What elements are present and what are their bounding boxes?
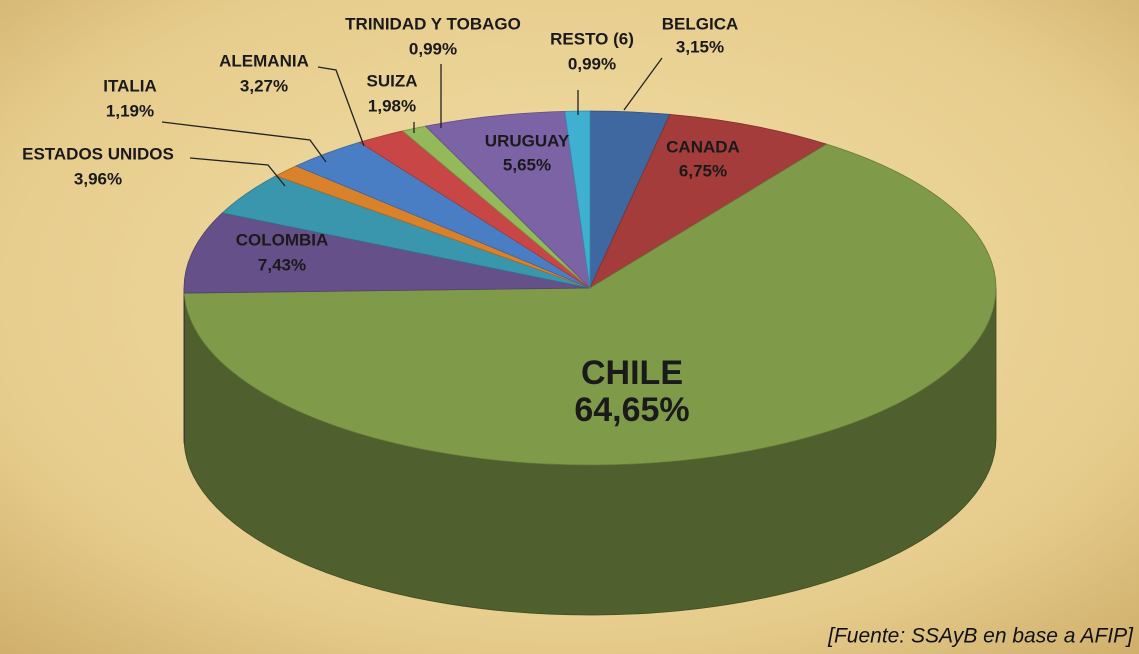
slice-value-label: 1,98% <box>368 96 416 115</box>
slice-value-label: 5,65% <box>503 155 551 174</box>
slice-value-label: 0,99% <box>568 54 616 73</box>
slice-label: BELGICA <box>662 14 739 33</box>
slice-label: ESTADOS UNIDOS <box>22 144 174 163</box>
slice-label: URUGUAY <box>485 131 570 150</box>
source-note: [Fuente: SSAyB en base a AFIP] <box>827 625 1134 648</box>
slice <box>424 110 591 290</box>
leader-line <box>317 66 365 147</box>
slice <box>183 212 591 294</box>
leader-line <box>189 157 286 187</box>
slice-label: RESTO (6) <box>550 29 634 48</box>
slice-value-label: 0,99% <box>409 39 457 58</box>
slice-value-label: 6,75% <box>679 161 727 180</box>
slice-value-label: 7,43% <box>258 255 306 274</box>
slice-label: TRINIDAD Y TOBAGO <box>345 14 521 33</box>
pie-tops <box>183 110 997 466</box>
slice-label: SUIZA <box>367 71 418 90</box>
slice-label: ITALIA <box>103 76 157 95</box>
slice-label: CHILE <box>581 354 683 392</box>
leader-line <box>161 121 327 163</box>
slice-value-label: 64,65% <box>574 391 689 429</box>
slice-label: ALEMANIA <box>219 51 309 70</box>
slice <box>183 143 997 466</box>
slice-label: COLOMBIA <box>236 230 329 249</box>
slice <box>589 114 828 290</box>
slice-label: CANADA <box>666 137 740 156</box>
slice-value-label: 3,27% <box>240 76 288 95</box>
leader-line <box>623 57 663 111</box>
slice-value-label: 3,96% <box>74 169 122 188</box>
slice-value-label: 1,19% <box>106 101 154 120</box>
slice-value-label: 3,15% <box>676 37 724 56</box>
